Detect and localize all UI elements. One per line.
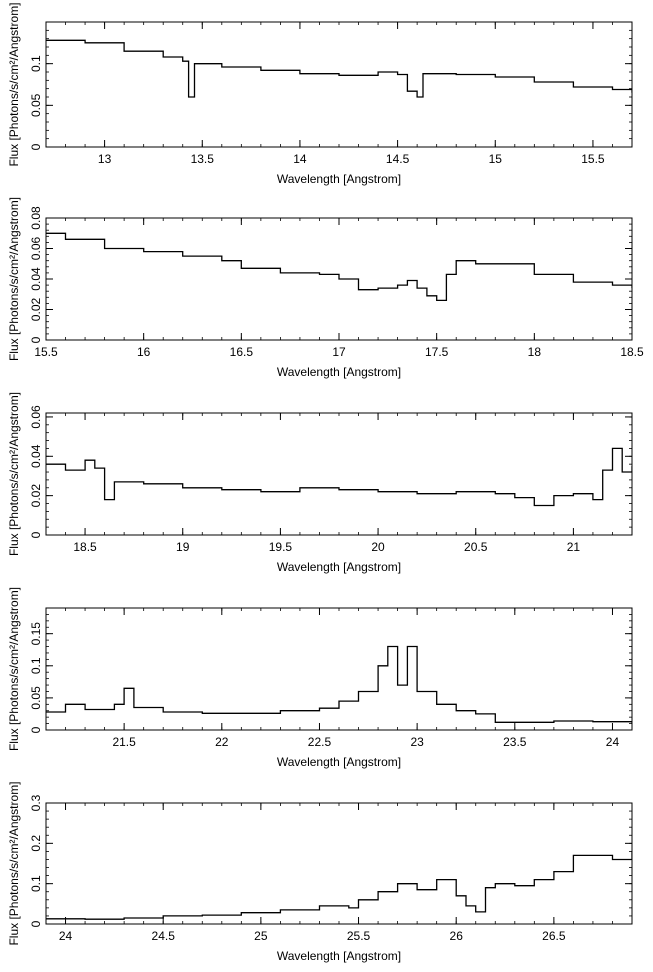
x-tick-label: 17.5 [425,345,449,359]
x-tick-label: 23.5 [503,735,527,749]
x-tick-label: 15.5 [34,345,58,359]
y-tick-label: 0 [29,336,43,343]
y-tick-label: 0 [29,920,43,927]
y-axis-label: Flux [Photons/s/cm²/Angstrom] [7,781,21,945]
x-tick-label: 16 [137,345,151,359]
x-tick-label: 26.5 [542,929,566,943]
x-tick-label: 18.5 [73,540,97,554]
y-tick-label: 0.05 [29,93,43,117]
y-axis-label: Flux [Photons/s/cm²/Angstrom] [7,392,21,556]
y-tick-label: 0.3 [29,794,43,811]
y-tick-label: 0.02 [29,297,43,321]
x-tick-label: 21.5 [112,735,136,749]
plot-frame [45,21,633,148]
y-tick-label: 0.1 [29,875,43,892]
x-axis-label: Wavelength [Angstrom] [277,755,401,769]
y-tick-label: 0.1 [29,55,43,72]
x-tick-label: 14.5 [386,152,410,166]
chart-panel-1: 13 13.5 14 14.5 15 15.5 0 0.05 0.1 Wavelength [An… [7,2,633,186]
x-tick-label: 22 [215,735,229,749]
x-tick-label: 17 [332,345,346,359]
y-tick-label: 0.06 [29,405,43,429]
spectrum-series-1 [46,645,632,724]
y-axis-label: Flux [Photons/s/cm²/Angstrom] [7,587,21,751]
y-tick-label: 0.04 [29,267,43,291]
chart-panel-3: 18.5 19 19.5 20 20.5 21 0 0.02 0.04 0.06 Wavelengt… [7,392,633,574]
x-tick-label: 20.5 [464,540,488,554]
x-tick-label: 21 [567,540,581,554]
chart-panel-4: 21.5 22 22.5 23 23.5 24 0 0.05 0.1 0.15 Wavelength… [7,587,633,769]
chart-panel-5: 24 24.5 25 25.5 26 26.5 0 0.1 0.2 0.3 Wavelength [… [7,781,633,963]
x-axis-label: Wavelength [Angstrom] [277,949,401,963]
x-tick-label: 15 [489,152,503,166]
y-tick-label: 0.2 [29,835,43,852]
y-axis-label: Flux [Photons/s/cm²/Angstrom] [7,197,21,361]
x-tick-label: 23 [410,735,424,749]
y-tick-label: 0 [29,726,43,733]
chart-panel-2: 15.5 16 16.5 17 17.5 18 18.5 0 0.02 0.04 0.06 0.08 W… [7,197,644,379]
x-tick-label: 15.5 [581,152,605,166]
y-tick-label: 0 [29,143,43,150]
spectrum-series-1 [46,447,632,507]
y-tick-label: 0.05 [29,686,43,710]
x-axis-label: Wavelength [Angstrom] [277,560,401,574]
x-axis-label: Wavelength [Angstrom] [277,172,401,186]
spectrum-series-1 [46,39,632,98]
plot-frame [45,607,633,731]
y-tick-label: 0 [29,531,43,538]
y-tick-label: 0.02 [29,484,43,508]
x-tick-label: 20 [371,540,385,554]
plot-frame [45,412,633,536]
x-tick-label: 24 [59,929,73,943]
y-tick-label: 0.08 [29,206,43,230]
x-tick-label: 18.5 [620,345,644,359]
x-tick-label: 14 [293,152,307,166]
x-tick-label: 25 [254,929,268,943]
x-tick-label: 26 [450,929,464,943]
x-tick-label: 18 [528,345,542,359]
x-tick-label: 24 [606,735,620,749]
y-tick-label: 0.06 [29,236,43,260]
y-axis-label: Flux [Photons/s/cm²/Angstrom] [7,2,21,166]
x-tick-label: 13.5 [191,152,215,166]
x-tick-label: 19 [176,540,190,554]
x-tick-label: 24.5 [152,929,176,943]
x-tick-label: 25.5 [347,929,371,943]
x-tick-label: 16.5 [230,345,254,359]
x-tick-label: 19.5 [269,540,293,554]
spectrum-series-1 [46,851,632,920]
x-axis-label: Wavelength [Angstrom] [277,365,401,379]
y-tick-label: 0.15 [29,622,43,646]
y-tick-label: 0.1 [29,657,43,674]
x-tick-label: 22.5 [308,735,332,749]
x-tick-label: 13 [98,152,112,166]
y-tick-label: 0.04 [29,444,43,468]
spectrum-series-1 [46,232,632,302]
